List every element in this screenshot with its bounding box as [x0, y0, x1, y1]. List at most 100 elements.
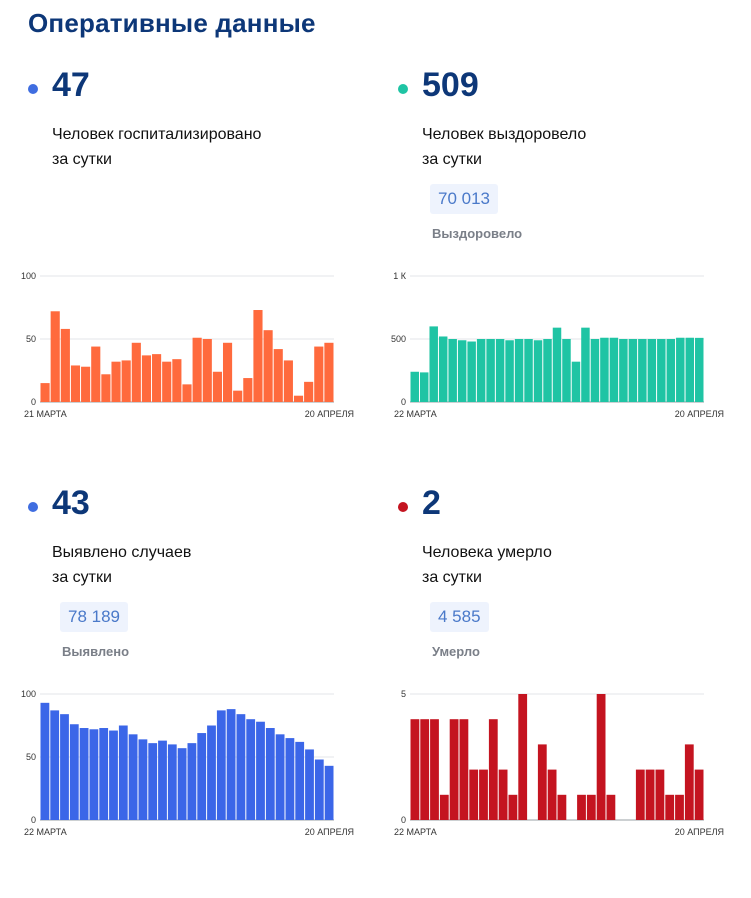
- data-bar: [518, 694, 528, 820]
- data-bar: [524, 339, 533, 402]
- data-bar: [638, 339, 647, 402]
- data-bar: [479, 769, 488, 820]
- data-bar: [182, 384, 192, 402]
- data-bar: [695, 337, 704, 402]
- data-bar: [410, 719, 420, 820]
- data-bar: [293, 395, 304, 402]
- data-bar: [79, 728, 89, 820]
- data-bar: [685, 337, 695, 402]
- daily-description: Выявлено случаев за сутки: [52, 540, 312, 590]
- data-bar: [202, 339, 212, 402]
- data-bar: [606, 794, 616, 820]
- data-bar: [467, 341, 476, 402]
- data-bar: [69, 724, 79, 820]
- data-bar: [40, 702, 50, 820]
- y-tick-label: 0: [31, 815, 36, 825]
- data-bar: [694, 769, 704, 820]
- data-bar: [647, 339, 657, 402]
- y-tick-label: 50: [26, 752, 36, 762]
- data-bar: [498, 769, 508, 820]
- chart-svg: 0 50 100 21 МАРТА 20 АПРЕЛЯ: [21, 271, 354, 419]
- data-bar: [192, 337, 202, 402]
- total-label: Выявлено: [62, 644, 130, 659]
- data-bar: [619, 339, 628, 402]
- deaths-panel: 2 Человека умерло за сутки 4 585 Умерло …: [370, 478, 724, 898]
- x-start-label: 22 МАРТА: [394, 827, 437, 837]
- description-line: за сутки: [422, 569, 482, 586]
- data-bar: [635, 769, 645, 820]
- data-bar: [81, 366, 91, 402]
- y-tick-label: 500: [391, 334, 406, 344]
- data-bar: [600, 337, 609, 402]
- total-label: Выздоровело: [432, 226, 523, 241]
- data-bar: [118, 725, 128, 820]
- data-bar: [577, 794, 586, 820]
- y-tick-label: 100: [21, 271, 36, 281]
- data-bar: [243, 378, 253, 402]
- data-bar: [222, 342, 233, 402]
- data-bar: [457, 340, 467, 402]
- data-bar: [448, 339, 457, 402]
- data-bar: [177, 748, 187, 820]
- deaths-chart: 0 5 22 МАРТА 20 АПРЕЛЯ: [370, 684, 740, 844]
- y-tick-label: 0: [31, 397, 36, 407]
- data-bar: [162, 361, 172, 402]
- daily-description: Человек госпитализировано за сутки: [52, 122, 312, 172]
- data-bar: [476, 339, 486, 402]
- data-bar: [419, 372, 429, 402]
- data-bar: [571, 361, 581, 402]
- data-bar: [314, 346, 324, 402]
- cases-panel: 43 Выявлено случаев за сутки 78 189 Выяв…: [0, 478, 354, 898]
- data-bar: [628, 339, 638, 402]
- data-bar: [141, 355, 152, 402]
- data-bar: [304, 381, 314, 402]
- data-bar: [533, 340, 543, 402]
- data-bar: [557, 794, 567, 820]
- data-bar: [488, 719, 498, 820]
- data-bar: [158, 740, 167, 820]
- data-bar: [609, 337, 619, 402]
- data-bar: [314, 759, 324, 820]
- data-bar: [562, 339, 571, 402]
- page-title: Оперативные данные: [28, 8, 316, 38]
- daily-description: Человек выздоровело за сутки: [422, 122, 682, 172]
- data-bar: [138, 739, 148, 820]
- data-bar: [505, 340, 514, 402]
- data-bar: [212, 371, 222, 402]
- data-bar: [91, 346, 101, 402]
- data-bar: [246, 719, 256, 820]
- data-bar: [543, 339, 552, 402]
- indicator-dot: [398, 502, 408, 512]
- data-bar: [285, 738, 295, 820]
- data-bar: [547, 769, 557, 820]
- x-end-label: 20 АПРЕЛЯ: [675, 409, 724, 419]
- data-bar: [273, 349, 283, 402]
- data-bar: [438, 336, 448, 402]
- data-bar: [263, 330, 273, 402]
- data-bar: [675, 794, 684, 820]
- data-bar: [236, 714, 246, 820]
- data-bar: [469, 769, 479, 820]
- daily-value: 43: [52, 484, 90, 522]
- data-bar: [233, 390, 243, 402]
- data-bar: [265, 728, 275, 820]
- hospitalized-chart: 0 50 100 21 МАРТА 20 АПРЕЛЯ: [0, 266, 370, 426]
- data-bar: [167, 744, 177, 820]
- data-bar: [439, 794, 449, 820]
- data-bar: [684, 744, 694, 820]
- indicator-dot: [28, 502, 38, 512]
- y-tick-label: 5: [401, 689, 406, 699]
- data-bar: [89, 729, 99, 820]
- description-line: Человек выздоровело: [422, 126, 587, 143]
- data-bar: [50, 311, 60, 402]
- data-bar: [596, 694, 606, 820]
- description-line: Человек госпитализировано: [52, 126, 262, 143]
- data-bar: [666, 339, 676, 402]
- data-bar: [50, 710, 60, 820]
- data-bar: [187, 743, 197, 820]
- data-bar: [197, 733, 207, 820]
- data-bar: [109, 730, 118, 820]
- data-bar: [207, 725, 216, 820]
- data-bar: [253, 310, 263, 402]
- y-tick-label: 50: [26, 334, 36, 344]
